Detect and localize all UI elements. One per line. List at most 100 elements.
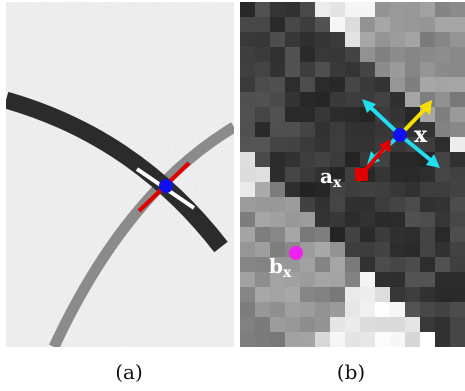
pixel-cell xyxy=(300,2,315,17)
pixel-cell xyxy=(255,77,270,92)
pixel-cell xyxy=(450,107,465,122)
pixel-cell xyxy=(300,182,315,197)
pixel-cell xyxy=(270,197,285,212)
pixel-cell xyxy=(330,2,345,17)
caption-a: (a) xyxy=(115,360,143,384)
pixel-cell xyxy=(285,92,300,107)
pixel-cell xyxy=(345,47,360,62)
pixel-cell xyxy=(255,152,270,167)
pixel-cell xyxy=(330,77,345,92)
pixel-cell xyxy=(330,257,345,272)
pixel-cell xyxy=(255,107,270,122)
label-x: x xyxy=(414,122,428,148)
pixel-cell xyxy=(255,197,270,212)
pixel-cell xyxy=(390,182,405,197)
pixel-cell xyxy=(420,77,435,92)
pixel-cell xyxy=(450,77,465,92)
pixel-cell xyxy=(435,197,450,212)
pixel-cell xyxy=(330,302,345,317)
pixel-cell xyxy=(315,17,330,32)
pixel-cell xyxy=(270,47,285,62)
pixel-cell xyxy=(450,212,465,227)
pixel-cell xyxy=(285,302,300,317)
pixel-cell xyxy=(390,32,405,47)
pixel-cell xyxy=(270,332,285,347)
point-b-marker xyxy=(289,246,303,260)
pixel-cell xyxy=(375,182,390,197)
point-x-marker xyxy=(159,179,173,193)
pixel-cell xyxy=(420,47,435,62)
pixel-cell xyxy=(360,32,375,47)
pixel-cell xyxy=(450,257,465,272)
pixel-cell xyxy=(285,272,300,287)
pixel-cell xyxy=(300,47,315,62)
pixel-cell xyxy=(255,122,270,137)
label-b: bx xyxy=(269,254,292,281)
pixel-cell xyxy=(390,152,405,167)
pixel-cell xyxy=(420,272,435,287)
pixel-cell xyxy=(285,122,300,137)
pixel-cell xyxy=(420,242,435,257)
pixel-cell xyxy=(315,167,330,182)
pixel-cell xyxy=(405,152,420,167)
pixel-cell xyxy=(420,197,435,212)
pixel-cell xyxy=(255,137,270,152)
pixel-cell xyxy=(315,257,330,272)
pixel-cell xyxy=(255,257,270,272)
pixel-cell xyxy=(375,197,390,212)
pixel-cell xyxy=(345,332,360,347)
pixel-cell xyxy=(360,257,375,272)
pixel-cell xyxy=(450,2,465,17)
pixel-cell xyxy=(405,212,420,227)
pixel-cell xyxy=(450,152,465,167)
pixel-cell xyxy=(405,317,420,332)
pixel-cell xyxy=(315,122,330,137)
pixel-cell xyxy=(375,17,390,32)
pixel-cell xyxy=(240,287,255,302)
pixel-cell xyxy=(345,302,360,317)
pixel-cell xyxy=(450,242,465,257)
pixel-cell xyxy=(315,242,330,257)
pixel-cell xyxy=(375,2,390,17)
pixel-cell xyxy=(390,197,405,212)
pixel-cell xyxy=(375,167,390,182)
pixel-cell xyxy=(270,272,285,287)
pixel-cell xyxy=(405,287,420,302)
pixel-cell xyxy=(345,77,360,92)
pixel-cell xyxy=(420,122,435,137)
pixel-cell xyxy=(315,62,330,77)
pixel-cell xyxy=(375,332,390,347)
pixel-cell xyxy=(375,62,390,77)
pixel-cell xyxy=(285,227,300,242)
pixel-cell xyxy=(270,317,285,332)
pixel-cell xyxy=(330,212,345,227)
pixel-cell xyxy=(375,302,390,317)
pixel-cell xyxy=(300,92,315,107)
pixel-cell xyxy=(390,17,405,32)
pixel-cell xyxy=(435,257,450,272)
pixel-cell xyxy=(315,2,330,17)
pixel-cell xyxy=(285,62,300,77)
pixel-cell xyxy=(270,167,285,182)
pixel-cell xyxy=(330,317,345,332)
pixel-cell xyxy=(360,302,375,317)
pixel-cell xyxy=(345,122,360,137)
pixel-cell xyxy=(285,2,300,17)
pixel-cell xyxy=(450,122,465,137)
pixel-cell xyxy=(360,197,375,212)
pixel-cell xyxy=(315,227,330,242)
pixel-cell xyxy=(270,122,285,137)
pixel-cell xyxy=(255,317,270,332)
pixel-cell xyxy=(240,77,255,92)
pixel-cell xyxy=(450,332,465,347)
pixel-cell xyxy=(285,212,300,227)
pixel-cell xyxy=(435,47,450,62)
pixel-cell xyxy=(300,332,315,347)
pixel-cell xyxy=(300,197,315,212)
pixel-cell xyxy=(270,62,285,77)
pixel-cell xyxy=(255,167,270,182)
pixel-cell xyxy=(330,182,345,197)
pixel-cell xyxy=(270,227,285,242)
pixel-cell xyxy=(435,182,450,197)
pixel-cell xyxy=(450,92,465,107)
